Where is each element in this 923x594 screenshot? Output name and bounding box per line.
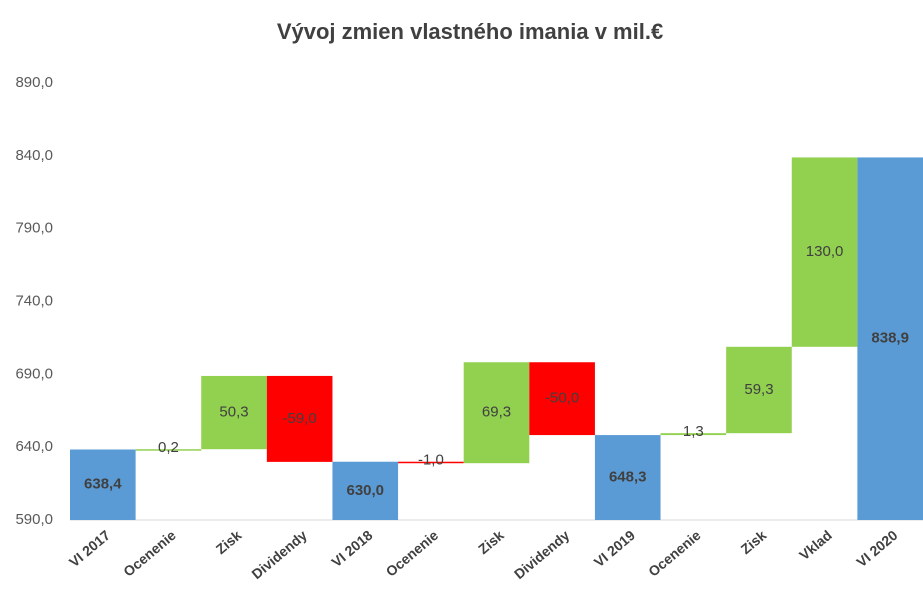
bar xyxy=(594,435,661,520)
data-label: 838,9 xyxy=(871,330,909,347)
x-tick-label: VI 2019 xyxy=(591,527,638,570)
data-label: 1,3 xyxy=(683,423,704,440)
x-tick-label: Ocenenie xyxy=(383,527,442,580)
bar xyxy=(857,157,923,520)
y-tick-label: 840,0 xyxy=(15,147,53,164)
bar xyxy=(398,461,464,464)
data-label: -59,0 xyxy=(283,410,317,427)
x-tick-label: Vklad xyxy=(796,527,835,563)
data-label: -50,0 xyxy=(545,390,579,407)
x-tick-label: VI 2018 xyxy=(328,527,375,570)
data-label: 630,0 xyxy=(346,482,384,499)
data-label: 648,3 xyxy=(609,469,647,486)
x-tick-label: Dividendy xyxy=(248,527,310,582)
chart-title: Vývoj zmien vlastného imania v mil.€ xyxy=(277,19,663,44)
x-tick-label: Dividendy xyxy=(511,527,573,582)
data-label: 69,3 xyxy=(482,404,511,421)
x-tick-label: Ocenenie xyxy=(645,527,704,580)
bar xyxy=(266,375,333,462)
bar xyxy=(529,362,595,436)
y-tick-label: 590,0 xyxy=(15,511,53,528)
data-label: 59,3 xyxy=(744,381,773,398)
x-tick-label: Ocenenie xyxy=(120,527,179,580)
x-tick-label: VI 2017 xyxy=(66,527,113,570)
data-label: 130,0 xyxy=(806,243,844,260)
bar xyxy=(332,461,399,520)
data-label: 0,2 xyxy=(158,439,179,456)
data-label: 50,3 xyxy=(219,404,248,421)
x-tick-label: Zisk xyxy=(475,527,507,557)
bar xyxy=(463,362,530,464)
y-tick-label: 890,0 xyxy=(15,74,53,91)
y-tick-label: 640,0 xyxy=(15,438,53,455)
x-tick-label: VI 2020 xyxy=(853,527,900,570)
x-tick-label: Zisk xyxy=(213,527,245,557)
bar xyxy=(201,375,267,450)
y-tick-label: 790,0 xyxy=(15,220,53,237)
data-label: 638,4 xyxy=(84,476,122,493)
bar xyxy=(135,449,202,451)
y-tick-label: 690,0 xyxy=(15,365,53,382)
data-label: -1,0 xyxy=(418,452,444,469)
bar xyxy=(660,433,727,436)
bar xyxy=(791,157,858,347)
bar xyxy=(70,449,136,520)
x-tick-label: Zisk xyxy=(738,527,770,557)
bar xyxy=(726,346,792,434)
y-tick-label: 740,0 xyxy=(15,292,53,309)
